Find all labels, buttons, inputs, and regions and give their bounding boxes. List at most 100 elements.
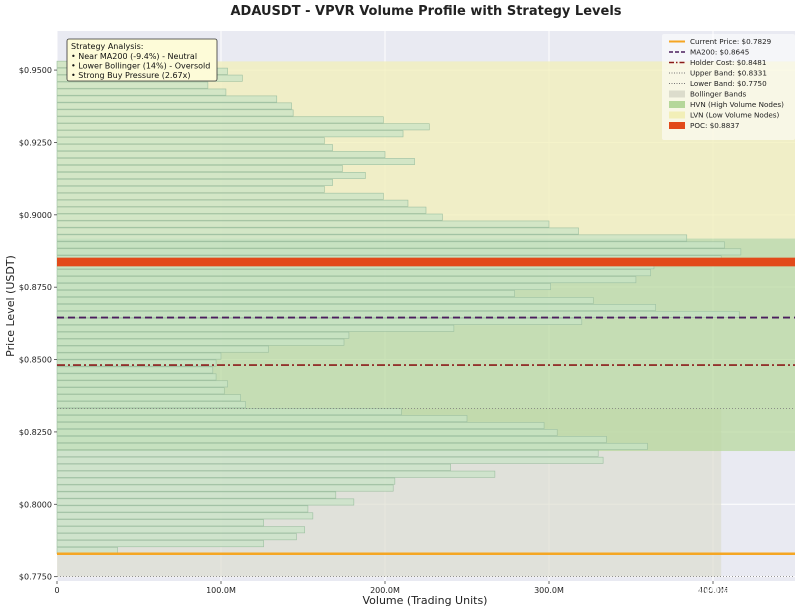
x-axis-ticks: 0 100.0M 200.0M 300.0M 400.0M — [54, 581, 728, 595]
volume-bar — [56, 387, 225, 395]
legend-swatch — [669, 111, 685, 119]
volume-bar — [56, 199, 409, 207]
level-lines — [57, 257, 795, 578]
volume-bar — [56, 151, 386, 159]
x-axis-label: Volume (Trading Units) — [363, 594, 488, 607]
legend-box — [662, 34, 795, 140]
y-tick-label: $0.9250 — [19, 138, 52, 147]
legend-entry: POC: $0.8837 — [690, 121, 739, 130]
x-tick-label: 400.0M — [698, 586, 728, 595]
x-tick-label: 300.0M — [534, 586, 564, 595]
volume-bar — [56, 526, 305, 534]
volume-bar — [56, 345, 269, 353]
volume-bar — [56, 165, 343, 172]
legend-entry: HVN (High Volume Nodes) — [690, 100, 784, 109]
y-axis-ticks: $0.7750 $0.8000 $0.8250 $0.8500 $0.8750 $0.90… — [19, 66, 57, 582]
y-tick-label: $0.8500 — [19, 356, 52, 365]
volume-bar — [56, 283, 551, 291]
legend-entry: Holder Cost: $0.8481 — [690, 58, 766, 67]
watermark-text: @AI看盘 — [690, 580, 750, 598]
volume-bar — [56, 109, 294, 117]
legend: Current Price: $0.7829 MA200: $0.8645Hold… — [662, 34, 795, 140]
chart-title: ADAUSDT - VPVR Volume Profile with Strat… — [230, 4, 621, 19]
x-tick-label: 200.0M — [370, 586, 400, 595]
volume-bar — [56, 366, 214, 374]
volume-bar — [56, 491, 337, 499]
volume-bar — [56, 241, 725, 249]
legend-entry: Lower Band: $0.7750 — [690, 79, 767, 88]
volume-bar — [56, 172, 366, 179]
volume-bar — [56, 144, 333, 152]
watermark: @AI看盘 — [690, 580, 750, 598]
volume-bar — [56, 116, 384, 124]
volume-bar — [56, 123, 430, 131]
volume-bar — [56, 463, 451, 471]
volume-bar — [56, 130, 404, 138]
volume-bar — [56, 380, 228, 388]
volume-bar — [56, 505, 309, 513]
annotation-line: • Lower Bollinger (14%) - Oversold — [71, 62, 210, 71]
volume-bar — [56, 449, 599, 457]
poc-bar — [57, 257, 795, 267]
volume-bar — [56, 304, 656, 311]
volume-bar — [56, 477, 396, 485]
volume-bar — [56, 324, 455, 332]
volume-bar — [56, 436, 607, 443]
y-tick-label: $0.9000 — [19, 211, 52, 220]
volume-bar — [56, 429, 558, 436]
volume-bar — [56, 158, 415, 165]
legend-swatch — [669, 90, 685, 98]
legend-entry: Current Price: $0.7829 — [690, 37, 772, 46]
volume-bar — [56, 359, 217, 367]
volume-bar — [56, 415, 468, 423]
volume-bar — [56, 290, 515, 297]
legend-swatch — [669, 101, 685, 108]
x-tick-label: 100.0M — [206, 586, 236, 595]
volume-bar — [56, 317, 583, 325]
volume-bar — [56, 498, 355, 506]
volume-bar — [56, 401, 246, 409]
annotation-line: • Near MA200 (-9.4%) - Neutral — [71, 52, 197, 61]
volume-bar — [56, 456, 604, 464]
volume-bar — [56, 88, 227, 96]
y-tick-label: $0.7750 — [19, 573, 52, 582]
volume-bar — [56, 408, 402, 416]
volume-bar — [56, 519, 264, 527]
y-axis-label: Price Level (USDT) — [4, 255, 17, 357]
volume-bar — [56, 185, 325, 193]
volume-bar — [56, 331, 350, 339]
volume-bar — [56, 206, 427, 214]
legend-entry: Bollinger Bands — [690, 90, 747, 99]
volume-bar — [56, 484, 394, 492]
volume-bar — [56, 373, 217, 381]
annotation-box — [66, 38, 218, 82]
annotation-line: Strategy Analysis: — [71, 42, 143, 51]
volume-bar — [56, 470, 496, 478]
annotation-line: • Strong Buy Pressure (2.67x) — [71, 71, 191, 80]
volume-bar — [56, 95, 278, 103]
volume-bar — [56, 512, 314, 520]
legend-swatch — [669, 122, 685, 129]
strategy-annotation: Strategy Analysis: • Near MA200 (-9.4%) … — [66, 38, 218, 82]
volume-bar — [56, 102, 292, 110]
volume-bar — [56, 422, 545, 429]
volume-bar — [56, 338, 345, 346]
y-tick-label: $0.9500 — [19, 66, 52, 75]
x-tick-label: 0 — [54, 586, 59, 595]
volume-bar — [56, 178, 333, 186]
volume-bar — [56, 540, 264, 548]
volume-bar — [56, 297, 594, 304]
volume-bar — [56, 220, 550, 228]
volume-bar — [56, 533, 297, 541]
volume-bar — [56, 394, 241, 402]
legend-entry: MA200: $0.8645 — [690, 48, 749, 57]
volume-bar — [56, 248, 742, 256]
volume-bar — [56, 81, 209, 89]
legend-entry: Upper Band: $0.8331 — [690, 69, 767, 78]
y-tick-label: $0.8750 — [19, 283, 52, 292]
volume-bar — [56, 192, 384, 200]
y-tick-label: $0.8000 — [19, 500, 52, 509]
volume-bar — [56, 276, 637, 284]
volume-bar — [56, 442, 648, 450]
volume-bar — [56, 137, 325, 145]
